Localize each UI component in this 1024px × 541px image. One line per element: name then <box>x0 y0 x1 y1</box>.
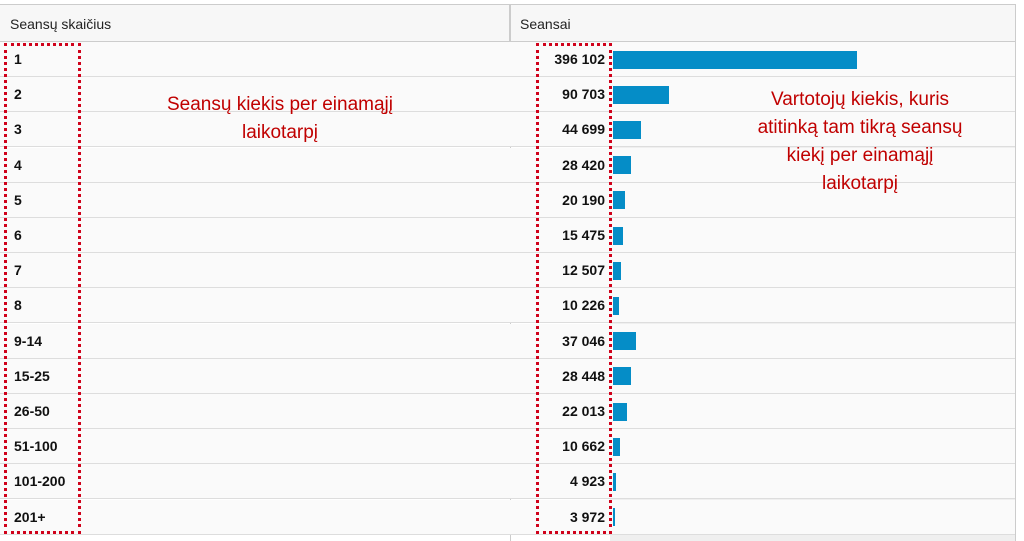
table-row <box>0 358 1015 394</box>
bar <box>613 296 620 315</box>
row-value: 28 420 <box>562 156 605 173</box>
annotation-line: kiekį per einamąjį <box>786 145 934 166</box>
bar <box>613 226 623 245</box>
bar <box>613 332 636 351</box>
bar <box>613 367 631 386</box>
row-value: 396 102 <box>554 51 605 67</box>
row-value: 44 699 <box>562 121 605 138</box>
annotation-line: Seansų kiekis per einamąjį <box>166 94 393 115</box>
row-label: 2 <box>14 86 22 103</box>
column-divider <box>1015 4 1016 541</box>
row-value: 10 226 <box>562 297 605 314</box>
table-row <box>0 77 1015 113</box>
row-label: 1 <box>14 51 22 67</box>
column-header[interactable]: Seansai <box>510 4 1015 42</box>
row-label: 51-100 <box>14 438 58 455</box>
row-value: 12 507 <box>562 262 605 279</box>
annotation-line: Vartotojų kiekis, kuris <box>770 89 950 110</box>
bar <box>613 437 620 456</box>
row-value: 3 972 <box>569 508 605 525</box>
annotation: Seansų kiekis per einamąjį laikotarpį <box>130 91 430 147</box>
bar <box>613 508 616 527</box>
bar <box>613 85 669 104</box>
row-label: 5 <box>14 191 22 208</box>
row-value: 28 448 <box>562 367 605 384</box>
bar <box>613 472 617 491</box>
table-row <box>0 464 1015 500</box>
bar <box>613 191 626 210</box>
annotation-line: laikotarpį <box>821 173 899 194</box>
table-row <box>0 218 1015 253</box>
highlight-box <box>4 43 81 534</box>
table-row <box>0 499 1015 535</box>
row-label: 3 <box>14 121 22 138</box>
annotation-line: laikotarpį <box>241 122 319 143</box>
table-row <box>0 288 1015 324</box>
annotation: Vartotojų kiekis, kuris atitinką tam tikr… <box>710 86 1010 198</box>
highlight-box <box>536 43 612 534</box>
row-label: 4 <box>14 156 22 173</box>
bar <box>613 120 641 139</box>
table-row <box>0 112 1015 148</box>
annotation-line: atitinką tam tikrą seansų <box>757 117 963 138</box>
row-value: 37 046 <box>562 332 605 349</box>
table-row <box>0 323 1015 359</box>
row-value: 4 923 <box>569 473 605 490</box>
row-value: 15 475 <box>562 227 605 243</box>
table-row <box>0 394 1015 429</box>
row-value: 20 190 <box>562 191 605 208</box>
row-label: 6 <box>14 227 22 243</box>
table-row <box>0 147 1015 183</box>
row-label: 26-50 <box>14 403 50 419</box>
row-label: 8 <box>14 297 22 314</box>
row-label: 201+ <box>14 508 46 525</box>
row-value: 22 013 <box>562 403 605 419</box>
table-row <box>0 429 1015 465</box>
row-label: 7 <box>14 262 22 279</box>
table-row <box>0 253 1015 289</box>
row-label: 15-25 <box>14 367 50 384</box>
table-row <box>0 42 1015 77</box>
row-value: 90 703 <box>562 86 605 103</box>
bar <box>613 50 857 69</box>
bar <box>613 261 621 280</box>
row-value: 10 662 <box>562 438 605 455</box>
table-row <box>0 182 1015 218</box>
row-label: 101-200 <box>14 473 66 490</box>
column-header[interactable]: Seansų skaičius <box>0 4 510 42</box>
row-label: 9-14 <box>14 332 43 349</box>
bar <box>613 156 631 175</box>
bar <box>613 402 627 421</box>
